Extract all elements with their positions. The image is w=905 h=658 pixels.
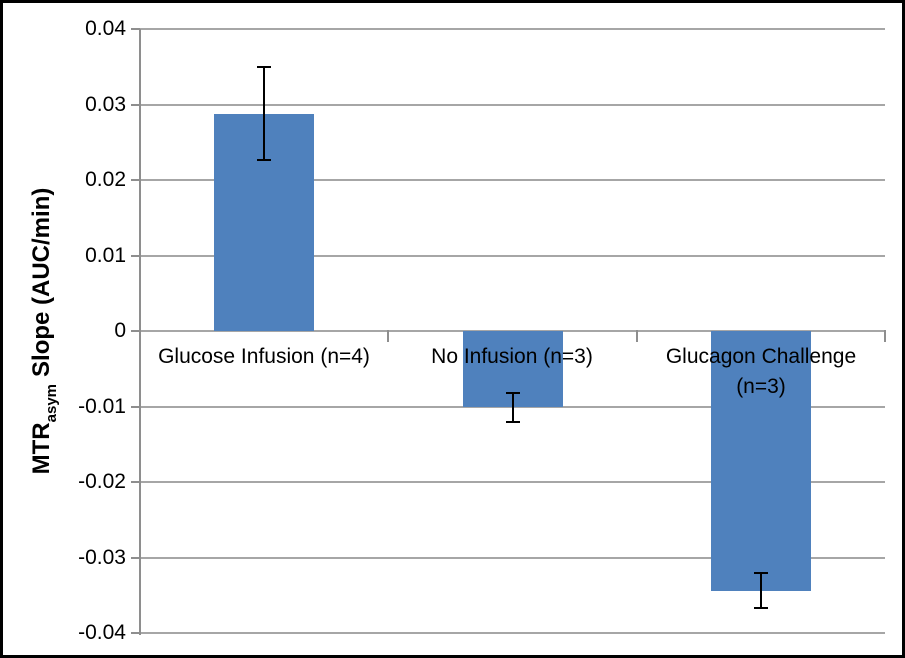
y-axis-tick [131,179,140,181]
category-label: No Infusion (n=3) [388,342,636,372]
error-bar-cap-bottom [506,421,520,423]
y-tick-label: 0 [114,319,126,342]
gridline [140,179,885,181]
gridline [140,104,885,106]
y-axis-tick [131,330,140,332]
error-bar-cap-top [257,66,271,68]
error-bar-cap-bottom [257,159,271,161]
gridline [140,28,885,30]
y-tick-label: -0.02 [78,470,126,493]
y-tick-label: 0.01 [85,244,126,267]
y-axis-title-subscript: asym [43,383,60,423]
y-axis-tick [131,481,140,483]
x-axis-tick [139,330,141,342]
gridline [140,632,885,634]
gridline [140,481,885,483]
y-axis-title: MTRasym Slope (AUC/min) [28,188,60,475]
category-label-line: No Infusion (n=3) [431,345,593,368]
x-axis-tick [884,330,886,342]
y-axis-tick [131,255,140,257]
y-tick-label: -0.03 [78,546,126,569]
y-axis-tick [131,104,140,106]
error-bar-line [512,393,514,422]
y-tick-label: -0.01 [78,395,126,418]
error-bar-cap-top [754,572,768,574]
category-label-line: (n=3) [736,375,786,398]
y-tick-label: -0.04 [78,621,126,644]
y-tick-label: 0.02 [85,168,126,191]
error-bar-cap-bottom [754,607,768,609]
y-axis-title-rest: Slope (AUC/min) [28,187,55,377]
y-axis-title-main: MTR [28,422,55,475]
y-axis-tick [131,557,140,559]
category-label: Glucose Infusion (n=4) [140,342,388,372]
category-label-line: Glucagon Challenge [665,345,857,368]
y-tick-label: 0.04 [85,17,126,40]
gridline [140,255,885,257]
y-axis-tick [131,28,140,30]
y-axis-tick [131,632,140,634]
gridline [140,557,885,559]
plot-area: 0.04 0.03 0.02 0.01 0 -0.01 -0.02 -0.03 -0.04 Glu… [3,3,902,655]
category-label: Glucagon Challenge (n=3) [637,342,885,402]
bar [711,331,811,591]
error-bar-cap-top [506,392,520,394]
error-bar-line [760,573,762,608]
category-label-line: Glucose Infusion (n=4) [158,345,370,368]
error-bar-line [263,67,265,160]
x-axis-tick [387,330,389,342]
y-axis-tick [131,406,140,408]
y-tick-label: 0.03 [85,93,126,116]
x-axis-tick [636,330,638,342]
